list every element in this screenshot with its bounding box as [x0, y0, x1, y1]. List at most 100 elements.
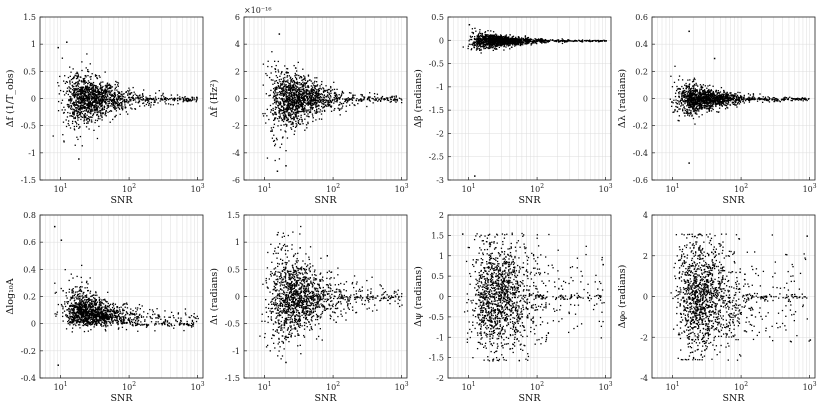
scatter-point: [480, 37, 482, 40]
scatter-point: [90, 91, 92, 93]
scatter-point: [314, 85, 317, 87]
scatter-point: [101, 119, 103, 121]
scatter-point: [297, 121, 299, 124]
scatter-point: [283, 107, 285, 110]
scatter-point: [311, 113, 314, 115]
scatter-point: [70, 97, 72, 100]
scatter-point: [377, 100, 379, 102]
scatter-point: [477, 47, 479, 49]
scatter-point: [284, 94, 286, 96]
scatter-point: [605, 40, 607, 42]
scatter-point: [78, 93, 80, 95]
scatter-point: [488, 36, 490, 38]
scatter-point: [472, 32, 475, 34]
scatter-point: [492, 35, 495, 37]
scatter-point: [293, 133, 295, 136]
scatter-point: [281, 92, 283, 95]
scatter-point: [401, 99, 403, 101]
scatter-point: [492, 41, 495, 43]
scatter-point: [116, 89, 118, 91]
scatter-point: [310, 102, 312, 105]
scatter-point: [83, 116, 85, 118]
scatter-point: [90, 116, 92, 118]
scatter-point: [499, 36, 501, 38]
scatter-point: [400, 98, 402, 100]
scatter-point: [152, 97, 154, 100]
scatter-point: [105, 111, 107, 113]
scatter-point: [106, 94, 109, 96]
scatter-point: [310, 104, 312, 106]
scatter-point: [309, 101, 312, 103]
scatter-point: [479, 31, 481, 33]
scatter-point: [113, 100, 116, 102]
scatter-point: [163, 98, 166, 101]
scatter-point: [549, 39, 552, 41]
scatter-point: [361, 99, 363, 101]
scatter-point: [75, 77, 78, 80]
scatter-point: [179, 96, 181, 98]
scatter-point: [85, 97, 87, 100]
scatter-point: [540, 40, 542, 42]
scatter-point: [573, 40, 575, 42]
scatter-point: [80, 95, 83, 97]
scatter-point: [312, 88, 314, 91]
scatter-point: [342, 98, 344, 100]
scatter-point: [78, 90, 81, 93]
scatter-point: [141, 96, 143, 98]
scatter-point: [285, 115, 287, 118]
scatter-point: [686, 104, 689, 106]
scatter-point: [302, 86, 304, 88]
scatter-point: [281, 83, 284, 85]
scatter-point: [82, 106, 84, 108]
scatter-point: [81, 88, 83, 90]
scatter-point: [527, 40, 529, 42]
scatter-point: [73, 90, 75, 93]
scatter-point: [305, 102, 307, 104]
scatter-point: [283, 110, 285, 113]
scatter-point: [304, 113, 306, 115]
scatter-point: [334, 94, 336, 97]
scatter-point: [294, 99, 296, 101]
scatter-point: [70, 99, 73, 101]
scatter-point: [389, 98, 392, 100]
scatter-point: [506, 39, 508, 41]
scatter-point: [127, 94, 129, 96]
scatter-point: [518, 36, 520, 38]
scatter-point: [99, 94, 101, 96]
scatter-point: [319, 99, 321, 101]
scatter-point: [514, 39, 517, 41]
scatter-point: [275, 92, 277, 94]
scatter-point: [120, 104, 122, 106]
scatter-point: [173, 99, 175, 102]
scatter-point: [312, 115, 314, 117]
scatter-point: [339, 114, 341, 116]
scatter-point: [77, 119, 79, 121]
scatter-point: [307, 113, 309, 115]
scatter-point: [85, 87, 87, 90]
scatter-point: [345, 98, 347, 100]
scatter-point: [566, 40, 568, 42]
scatter-point: [91, 84, 93, 87]
axes-frame: [447, 16, 612, 181]
scatter-point: [137, 98, 140, 100]
scatter-point: [275, 98, 278, 100]
scatter-point: [90, 102, 92, 105]
scatter-point: [304, 98, 306, 100]
scatter-point: [314, 112, 316, 114]
scatter-point: [295, 88, 297, 90]
scatter-point: [100, 87, 102, 89]
scatter-point: [374, 99, 377, 101]
scatter-point: [130, 92, 132, 94]
scatter-point: [105, 99, 107, 101]
x-tick-label: 103: [599, 183, 613, 194]
scatter-point: [499, 42, 501, 45]
scatter-point: [319, 95, 322, 98]
scatter-point: [274, 68, 277, 71]
scatter-point: [346, 102, 348, 104]
scatter-point: [307, 75, 310, 77]
scatter-point: [87, 100, 89, 102]
scatter-point: [691, 81, 694, 83]
scatter-point: [288, 94, 290, 97]
scatter-point: [77, 90, 80, 93]
scatter-point: [164, 98, 166, 101]
